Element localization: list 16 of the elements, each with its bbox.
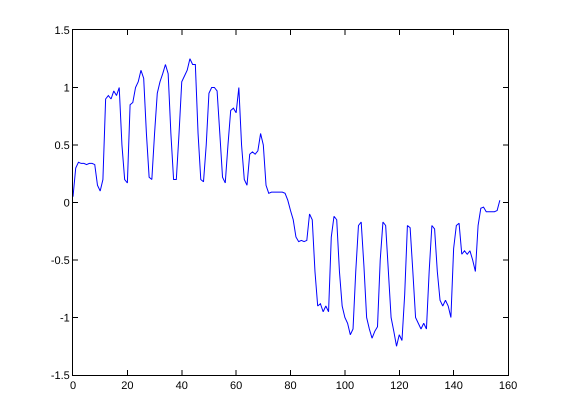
y-tick-label: 0	[64, 197, 70, 210]
x-tick-label: 120	[390, 380, 408, 392]
x-tick-label: 40	[176, 380, 188, 392]
y-tick-label: 1	[64, 82, 70, 94]
y-tick-label: -1.5	[50, 370, 70, 382]
x-tick-label: 140	[444, 380, 463, 392]
x-tick-label: 60	[230, 380, 242, 392]
x-tick-label: 20	[121, 380, 134, 392]
y-tick-label: -0.5	[50, 254, 70, 267]
y-tick-label: 1.5	[54, 24, 70, 37]
x-tick-label: 100	[336, 380, 354, 392]
y-tick-label: -1	[60, 312, 70, 324]
x-tick-label: 80	[284, 380, 297, 392]
line-series	[73, 58, 500, 347]
x-tick-label: 160	[498, 380, 518, 392]
y-tick-label: 0.5	[54, 140, 70, 152]
